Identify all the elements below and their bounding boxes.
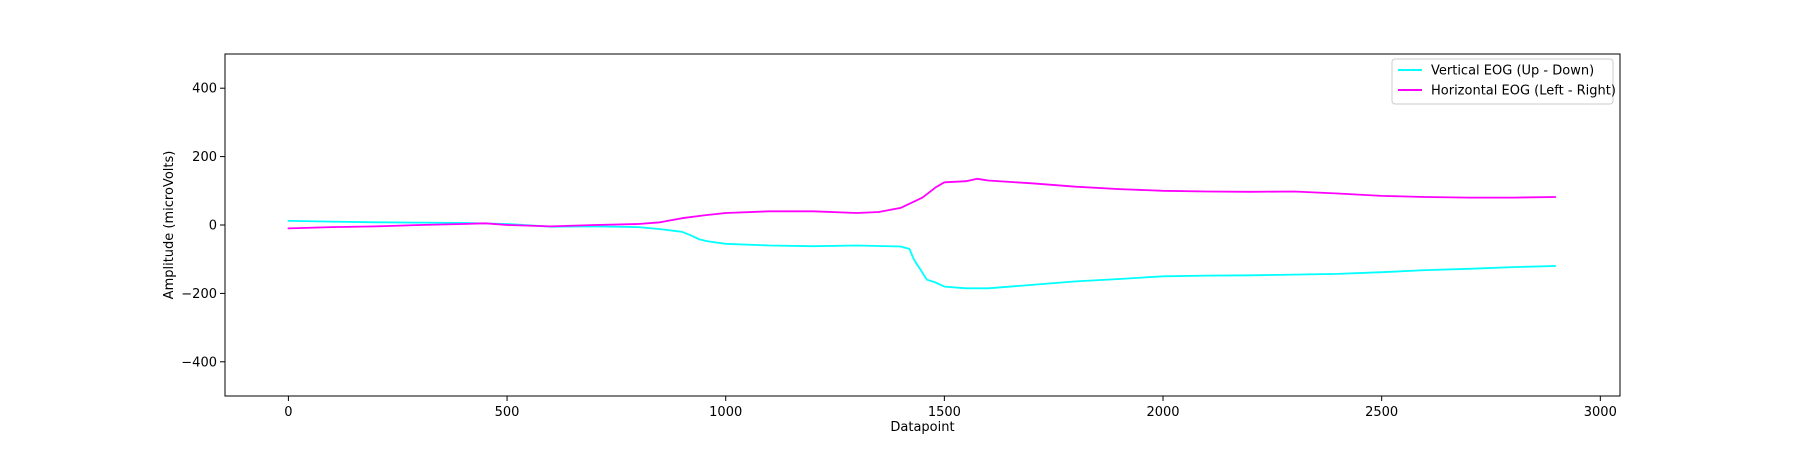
y-tick-label: −200 xyxy=(181,287,217,302)
x-tick-label: 1000 xyxy=(709,405,742,420)
legend: Vertical EOG (Up - Down) Horizontal EOG … xyxy=(1391,58,1616,105)
y-axis: −400 −200 0 200 400 xyxy=(181,82,225,370)
legend-label-horizontal-eog: Horizontal EOG (Left - Right) xyxy=(1431,84,1616,99)
y-axis-title: Amplitude (microVolts) xyxy=(162,151,177,300)
series-line-1 xyxy=(287,177,1557,230)
y-tick-label: −400 xyxy=(181,355,217,370)
x-tick-label: 2000 xyxy=(1146,405,1179,420)
x-axis-title: Datapoint xyxy=(890,420,954,435)
x-tick-label: 2500 xyxy=(1365,405,1398,420)
y-tick-label: 0 xyxy=(209,219,217,234)
y-tick-label: 200 xyxy=(192,150,217,165)
legend-label-vertical-eog: Vertical EOG (Up - Down) xyxy=(1431,64,1594,79)
x-tick-label: 1500 xyxy=(928,405,961,420)
x-tick-label: 0 xyxy=(284,405,292,420)
series-layer xyxy=(287,177,1557,290)
x-axis: 0 500 1000 1500 2000 2500 3000 xyxy=(284,396,1617,420)
y-tick-label: 400 xyxy=(192,82,217,97)
legend-box xyxy=(1391,58,1614,105)
x-tick-label: 3000 xyxy=(1584,405,1617,420)
x-tick-label: 500 xyxy=(495,405,520,420)
series-line-0 xyxy=(287,220,1557,290)
